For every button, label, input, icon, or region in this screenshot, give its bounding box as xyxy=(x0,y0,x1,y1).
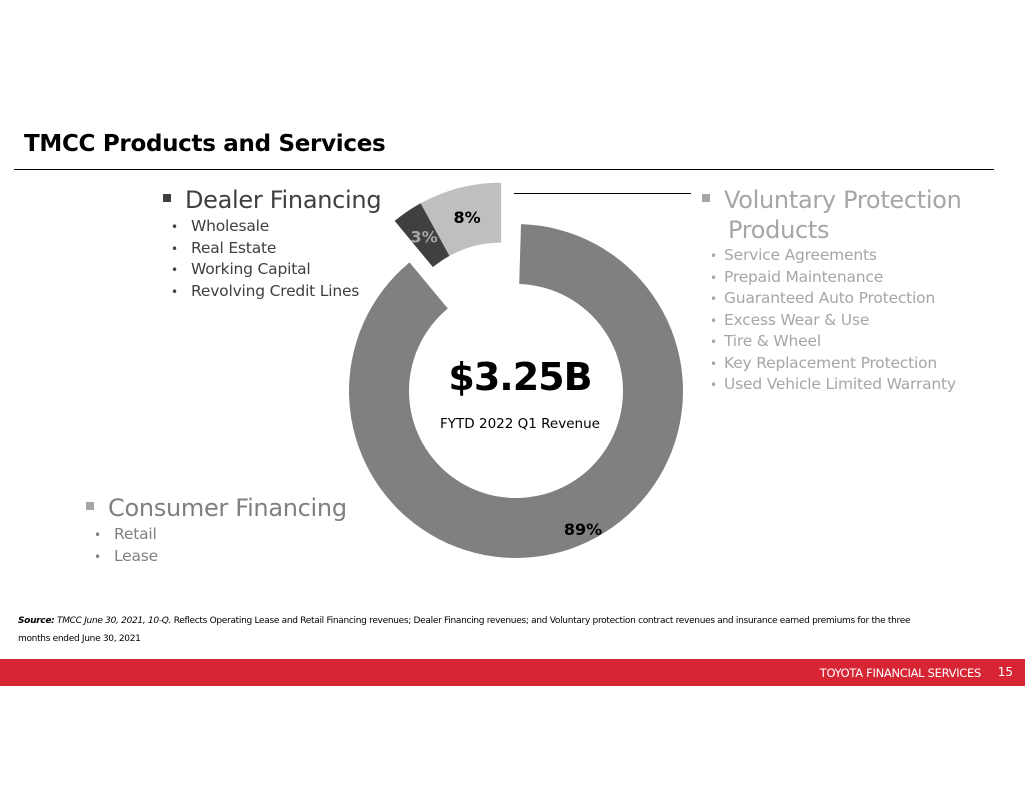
dealer-heading: Dealer Financing xyxy=(185,186,382,214)
voluntary-heading-line2: Products xyxy=(728,216,830,244)
list-item: • Wholesale xyxy=(171,217,270,235)
list-item: • Lease xyxy=(94,546,159,565)
slice-label: 89% xyxy=(564,520,602,539)
center-label: FYTD 2022 Q1 Revenue xyxy=(440,416,600,432)
consumer-financing-section: Consumer Financing • Retail • Lease xyxy=(86,494,347,567)
dealer-financing-section: Dealer Financing • Wholesale • Real Estate… xyxy=(163,186,382,302)
list-item: • Retail xyxy=(94,525,157,543)
list-item: • Service Agreements xyxy=(710,246,877,264)
donut-slice-3 xyxy=(394,203,450,268)
footer-bar: TOYOTA FINANCIAL SERVICES 15 xyxy=(0,659,1025,686)
list-item: • Guaranteed Auto Protection xyxy=(710,289,936,307)
list-item: • Excess Wear & Use xyxy=(710,310,870,329)
list-item: • Used Vehicle Limited Warranty xyxy=(710,375,956,393)
title-divider xyxy=(14,169,994,170)
list-item: • Prepaid Maintenance xyxy=(710,267,884,286)
list-item: • Working Capital xyxy=(171,260,311,278)
voluntary-protection-section: Voluntary Protection Products • Service A… xyxy=(702,185,962,396)
slice-label: 3% xyxy=(411,227,438,246)
list-item: • Tire & Wheel xyxy=(710,332,821,350)
slice-label: 8% xyxy=(453,208,480,227)
square-bullet-icon xyxy=(702,194,710,202)
source-text: Reflects Operating Lease and Retail Fina… xyxy=(18,616,911,644)
footer-brand: TOYOTA FINANCIAL SERVICES xyxy=(819,666,982,680)
donut-slice-8 xyxy=(420,182,502,256)
source-note: Source: TMCC June 30, 2021, 10-Q. Reflec… xyxy=(18,612,938,648)
square-bullet-icon xyxy=(86,502,94,510)
list-item: • Key Replacement Protection xyxy=(710,353,938,372)
list-item: • Revolving Credit Lines xyxy=(171,281,360,300)
list-item: • Real Estate xyxy=(171,238,277,257)
slide-title: TMCC Products and Services xyxy=(24,131,386,157)
square-bullet-icon xyxy=(163,194,171,202)
page-number: 15 xyxy=(997,665,1013,679)
leader-line xyxy=(514,193,691,194)
consumer-heading: Consumer Financing xyxy=(108,494,347,522)
center-value: $3.25B xyxy=(448,355,592,399)
donut-slice-89 xyxy=(349,224,683,559)
source-label: Source: xyxy=(18,616,55,626)
voluntary-heading-line1: Voluntary Protection xyxy=(724,186,962,214)
source-citation: TMCC June 30, 2021, 10-Q. xyxy=(57,616,172,626)
